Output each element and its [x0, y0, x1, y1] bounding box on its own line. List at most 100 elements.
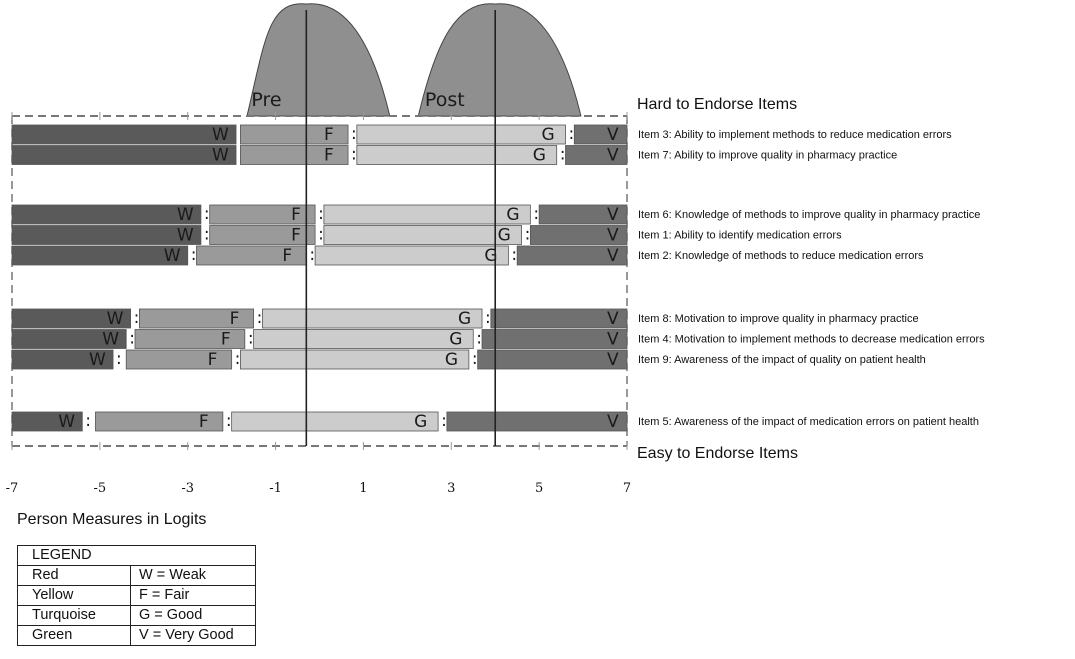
bar-segment-v — [573, 124, 628, 145]
item-label: Item 6: Knowledge of methods to improve … — [638, 209, 980, 221]
bar-segment-g — [261, 308, 483, 329]
segment-letter-f: F — [208, 350, 218, 370]
legend-meaning: G = Good — [130, 605, 256, 626]
legend-color-name: Red — [17, 565, 131, 586]
easy-to-endorse-label: Easy to Endorse Items — [637, 445, 798, 462]
segment-letter-f: F — [230, 309, 240, 329]
bar-segment-f — [209, 204, 316, 225]
legend-color-name: Green — [17, 625, 131, 646]
bar-segment-v — [565, 145, 628, 165]
legend-table: LEGEND Red W = Weak Yellow F = Fair Turq… — [17, 545, 256, 646]
x-tick-label: 5 — [535, 481, 543, 496]
bar-segment-g — [356, 124, 566, 145]
bar-segment-w — [11, 411, 83, 432]
segment-letter-w: W — [212, 125, 229, 145]
segment-separator: : — [226, 411, 232, 431]
item-label: Item 4: Motivation to implement methods … — [638, 334, 985, 346]
segment-letter-f: F — [324, 125, 334, 145]
legend-meaning: F = Fair — [130, 585, 256, 606]
bar-segment-v — [490, 308, 628, 329]
segment-separator: : — [257, 308, 263, 328]
bar-segment-f — [209, 225, 316, 245]
bar-segment-v — [481, 329, 628, 349]
bar-segment-g — [231, 411, 439, 432]
segment-separator: : — [191, 245, 197, 265]
bar-segment-w — [11, 349, 114, 370]
item-label: Item 2: Knowledge of methods to reduce m… — [638, 250, 924, 262]
bar-segment-f — [138, 308, 255, 329]
segment-letter-w: W — [107, 309, 124, 329]
x-tick-label: 1 — [359, 481, 367, 496]
post-label: Post — [425, 89, 465, 111]
segment-separator: : — [351, 124, 357, 144]
x-tick-label: 3 — [447, 481, 455, 496]
legend-row: Green V = Very Good — [17, 625, 256, 646]
segment-letter-v: V — [607, 350, 619, 370]
x-tick-label: -5 — [94, 481, 107, 496]
segment-letter-w: W — [177, 205, 194, 225]
item-label: Item 7: Ability to improve quality in ph… — [638, 150, 897, 162]
segment-letter-w: W — [177, 226, 194, 246]
legend-meaning: V = Very Good — [130, 625, 256, 646]
segment-letter-v: V — [607, 146, 619, 166]
segment-separator: : — [318, 204, 324, 224]
segment-separator: : — [204, 204, 210, 224]
segment-letter-f: F — [199, 412, 209, 432]
segment-separator: : — [85, 411, 91, 431]
post-distribution-curve — [417, 3, 582, 117]
segment-letter-v: V — [607, 309, 619, 329]
bar-segment-g — [356, 145, 558, 165]
segment-separator: : — [248, 329, 254, 349]
item-label: Item 3: Ability to implement methods to … — [638, 129, 952, 141]
segment-letter-v: V — [607, 125, 619, 145]
segment-separator: : — [351, 145, 357, 165]
bar-segment-f — [134, 329, 246, 349]
legend-color-name: Yellow — [17, 585, 131, 606]
segment-letter-v: V — [607, 330, 619, 350]
item-label: Item 9: Awareness of the impact of quali… — [638, 354, 926, 366]
bar-segment-f — [95, 411, 224, 432]
segment-separator: : — [525, 225, 531, 245]
segment-separator: : — [204, 225, 210, 245]
bar-segment-g — [314, 245, 509, 266]
item-label: Item 1: Ability to identify medication e… — [638, 230, 842, 242]
bar-segment-v — [538, 204, 628, 225]
segment-separator: : — [309, 245, 315, 265]
segment-letter-w: W — [164, 246, 181, 266]
segment-letter-g: G — [533, 146, 546, 166]
segment-letter-f: F — [291, 205, 301, 225]
segment-separator: : — [116, 349, 122, 369]
segment-separator: : — [511, 245, 517, 265]
segment-letter-g: G — [458, 309, 471, 329]
pre-label: Pre — [251, 89, 281, 111]
segment-letter-v: V — [607, 412, 619, 432]
segment-letter-f: F — [324, 146, 334, 166]
bar-segment-v — [516, 245, 628, 266]
segment-letter-v: V — [607, 246, 619, 266]
segment-letter-g: G — [506, 205, 519, 225]
segment-letter-f: F — [291, 226, 301, 246]
segment-separator: : — [134, 308, 140, 328]
segment-letter-w: W — [89, 350, 106, 370]
pre-distribution-curve — [246, 3, 391, 117]
legend-row: Red W = Weak — [17, 565, 256, 586]
bar-segment-f — [240, 124, 349, 145]
segment-separator: : — [476, 329, 482, 349]
bar-segment-w — [11, 245, 189, 266]
bar-segment-g — [323, 225, 522, 245]
bar-segment-w — [11, 124, 237, 145]
bar-segment-f — [125, 349, 233, 370]
bar-segment-w — [11, 204, 202, 225]
segment-letter-g: G — [414, 412, 427, 432]
legend-row: Turquoise G = Good — [17, 605, 256, 626]
bar-segment-w — [11, 329, 127, 349]
bar-segment-g — [240, 349, 470, 370]
bar-segment-v — [446, 411, 628, 432]
segment-separator: : — [560, 145, 566, 165]
segment-separator: : — [235, 349, 241, 369]
item-label: Item 8: Motivation to improve quality in… — [638, 313, 919, 325]
legend-color-name: Turquoise — [17, 605, 131, 626]
legend-row: Yellow F = Fair — [17, 585, 256, 606]
bar-segment-v — [529, 225, 628, 245]
segment-letter-g: G — [445, 350, 458, 370]
